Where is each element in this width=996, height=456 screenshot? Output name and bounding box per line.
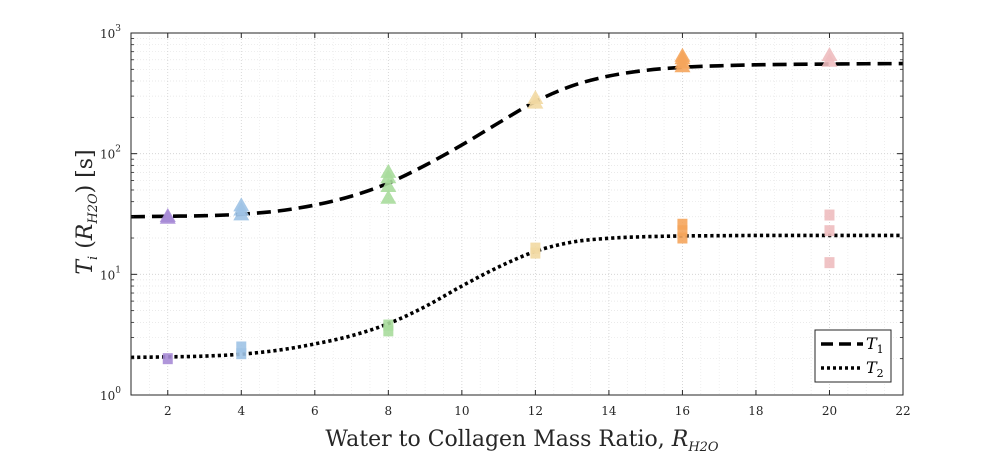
y-axis-title-arg: R: [73, 224, 98, 242]
x-tick-label: 6: [311, 404, 319, 418]
square-marker: [162, 353, 173, 365]
y-tick-label-exp: 1: [115, 265, 121, 275]
triangle-marker: [674, 47, 691, 62]
legend-box: [814, 329, 892, 383]
square-marker: [677, 218, 688, 230]
legend-label-t2-main: T: [866, 358, 878, 377]
x-axis-title-var: R: [671, 427, 689, 452]
data-markers: [159, 46, 838, 365]
x-tick-label: 20: [822, 404, 837, 418]
y-axis-title-mid: (: [73, 240, 98, 256]
x-tick-label: 10: [454, 404, 469, 418]
y-tick-label-base: 10: [100, 27, 115, 41]
triangle-marker: [527, 89, 544, 104]
x-tick-label: 14: [601, 404, 617, 418]
legend: T1 T2: [814, 329, 892, 383]
x-axis-title-sub: H2O: [687, 440, 719, 455]
triangle-marker: [380, 163, 397, 178]
x-tick-label: 12: [528, 404, 543, 418]
square-marker: [236, 341, 247, 353]
y-tick-label-exp: 2: [115, 145, 121, 155]
legend-label-t2-sub: 2: [877, 367, 884, 380]
y-tick-label-base: 10: [100, 389, 115, 403]
triangle-marker: [380, 177, 397, 192]
x-tick-label: 2: [164, 404, 172, 418]
axis-ticks: [131, 32, 904, 396]
y-axis-title-arg-sub: H2O: [86, 193, 101, 225]
y-tick-label: 101: [100, 265, 121, 282]
triangle-marker: [159, 208, 176, 223]
x-tick-label: 22: [895, 404, 910, 418]
square-marker: [824, 209, 835, 221]
square-marker: [677, 225, 688, 237]
square-marker: [383, 325, 394, 337]
y-tick-label-base: 10: [100, 148, 115, 162]
square-marker: [236, 348, 247, 360]
y-tick-label: 100: [100, 386, 121, 403]
x-axis-title-text: Water to Collagen Mass Ratio,: [325, 427, 671, 452]
x-tick-labels: 2 4 6 8 10 12 14 16 18 20 22: [164, 404, 911, 418]
fit-curve-t2: [130, 233, 903, 360]
fit-curves: [130, 61, 904, 360]
legend-label-t1-main: T: [866, 334, 878, 353]
square-marker: [383, 319, 394, 331]
x-tick-label: 4: [237, 404, 245, 418]
x-tick-label: 8: [385, 404, 393, 418]
y-axis-title-sub: i: [86, 256, 101, 260]
x-tick-label: 18: [748, 404, 763, 418]
square-marker: [824, 225, 835, 237]
square-marker: [530, 242, 541, 254]
legend-label-t2: T2: [866, 358, 884, 380]
triangle-marker: [821, 46, 838, 61]
x-tick-label: 16: [675, 404, 690, 418]
triangle-marker: [380, 189, 397, 204]
square-marker: [824, 257, 835, 269]
minor-grid: [130, 33, 903, 395]
triangle-marker: [233, 197, 250, 212]
y-axis-title: Ti (RH2O) [s]: [73, 149, 101, 274]
y-tick-label: 102: [100, 145, 121, 162]
y-tick-label-exp: 3: [115, 24, 121, 34]
y-tick-label: 103: [100, 24, 121, 41]
plot-frame: [130, 32, 904, 396]
legend-label-t1: T1: [866, 334, 884, 356]
y-tick-label-exp: 0: [115, 386, 121, 396]
legend-label-t1-sub: 1: [877, 343, 884, 356]
x-axis-title: Water to Collagen Mass Ratio, RH2O: [325, 427, 718, 455]
y-tick-label-base: 10: [100, 268, 115, 282]
fit-curve-t1: [130, 61, 904, 219]
square-marker: [677, 232, 688, 244]
y-axis-title-var: T: [73, 258, 98, 275]
y-axis-title-suffix: ) [s]: [73, 149, 98, 193]
